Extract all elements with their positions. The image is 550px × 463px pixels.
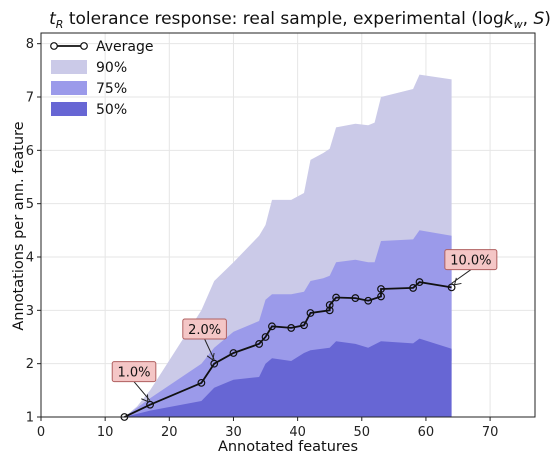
y-tick-label: 6 bbox=[26, 144, 34, 159]
average-point bbox=[364, 296, 373, 305]
average-point bbox=[146, 400, 154, 409]
legend-label: 50% bbox=[96, 102, 127, 118]
legend: Average 90% 75% 50% bbox=[50, 39, 154, 118]
y-tick-label: 4 bbox=[26, 251, 34, 266]
average-point bbox=[351, 294, 360, 302]
x-tick-label: 20 bbox=[161, 425, 178, 440]
average-point bbox=[300, 321, 308, 330]
x-tick-label: 60 bbox=[418, 425, 435, 440]
plot-frame bbox=[40, 32, 536, 418]
annotation-arrowhead bbox=[141, 394, 149, 403]
average-point bbox=[306, 309, 315, 317]
x-tick-label: 0 bbox=[37, 425, 45, 440]
average-point bbox=[197, 378, 206, 387]
y-tick-label: 7 bbox=[26, 91, 34, 106]
legend-marker bbox=[80, 42, 88, 50]
y-axis-label: Annotations per ann. feature bbox=[11, 121, 27, 330]
y-tick-labels: 1 2 3 4 5 6 7 8 bbox=[26, 37, 34, 425]
annotation-label: 2.0% bbox=[188, 323, 221, 338]
average-point bbox=[229, 349, 238, 357]
average-point bbox=[325, 301, 334, 309]
y-tick-label: 8 bbox=[26, 37, 34, 52]
average-point bbox=[287, 324, 296, 332]
y-tick-label: 5 bbox=[26, 197, 34, 212]
legend-label: 90% bbox=[96, 60, 127, 76]
y-tick-label: 1 bbox=[26, 411, 34, 426]
band-50pct bbox=[124, 338, 452, 417]
legend-swatch-90pct bbox=[51, 60, 87, 74]
percentile-bands bbox=[124, 74, 452, 417]
band-75pct bbox=[124, 230, 452, 417]
average-line bbox=[120, 278, 456, 421]
legend-marker bbox=[50, 42, 58, 50]
average-line-path bbox=[124, 281, 452, 418]
annotation-box bbox=[182, 318, 227, 340]
legend-swatch-75pct bbox=[51, 81, 87, 95]
average-point bbox=[377, 292, 385, 301]
annotation-arrow bbox=[204, 338, 215, 360]
annotation-box bbox=[444, 249, 498, 271]
x-tick-label: 40 bbox=[289, 425, 306, 440]
legend-label: 75% bbox=[96, 81, 127, 97]
average-point bbox=[268, 322, 276, 331]
annotation-arrowhead bbox=[453, 277, 462, 286]
annotation-label: 10.0% bbox=[450, 254, 491, 269]
legend-swatch-50pct bbox=[51, 102, 87, 116]
annotation-box bbox=[111, 361, 157, 383]
x-tick-labels: 0 10 20 30 40 50 60 70 bbox=[37, 425, 499, 440]
axes bbox=[37, 32, 536, 421]
annotations: 1.0% 2.0% 10.0% bbox=[111, 249, 498, 403]
x-tick-label: 30 bbox=[225, 425, 242, 440]
x-tick-label: 10 bbox=[97, 425, 114, 440]
average-point bbox=[415, 278, 424, 286]
average-point bbox=[332, 293, 341, 302]
average-point bbox=[261, 333, 270, 341]
annotation-arrowhead bbox=[206, 352, 215, 361]
x-tick-label: 50 bbox=[354, 425, 371, 440]
annotation-arrow bbox=[451, 269, 472, 284]
average-point bbox=[409, 284, 418, 292]
chart-title: tR tolerance response: real sample, expe… bbox=[49, 9, 550, 31]
y-tick-label: 2 bbox=[26, 357, 34, 372]
legend-label: Average bbox=[96, 39, 154, 55]
average-point bbox=[447, 283, 456, 292]
average-point bbox=[325, 306, 334, 315]
average-point bbox=[210, 359, 219, 368]
average-point bbox=[377, 285, 385, 293]
x-tick-label: 70 bbox=[482, 425, 499, 440]
annotation-label: 1.0% bbox=[118, 366, 151, 381]
y-tick-label: 3 bbox=[26, 304, 34, 319]
average-point bbox=[255, 340, 264, 348]
x-axis-label: Annotated features bbox=[218, 439, 358, 455]
